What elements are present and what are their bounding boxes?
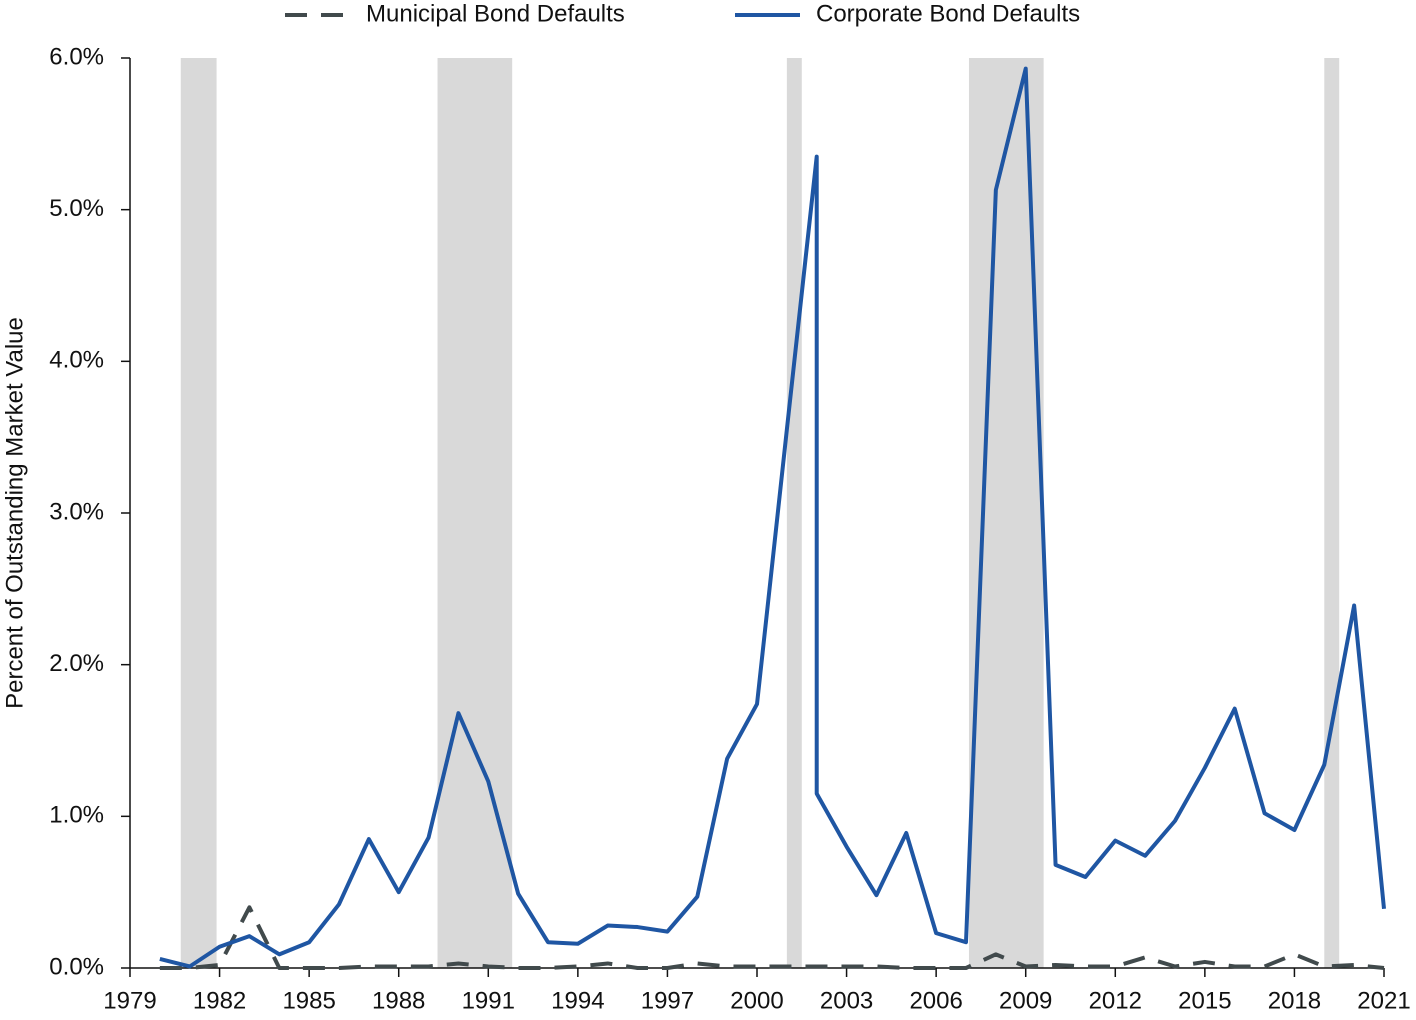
y-tick-label: 3.0% [49, 498, 104, 525]
x-tick-label: 2012 [1089, 987, 1142, 1014]
line-series [159, 66, 1386, 969]
shaded-region [437, 58, 513, 968]
x-tick-label: 1985 [282, 987, 335, 1014]
x-tick-label: 2018 [1268, 987, 1321, 1014]
x-tick-label: 1979 [103, 987, 156, 1014]
x-tick-label: 2000 [730, 987, 783, 1014]
x-tick-label: 1988 [372, 987, 425, 1014]
x-tick-label: 2021 [1357, 987, 1410, 1014]
y-tick-label: 2.0% [49, 650, 104, 677]
shaded-region [180, 58, 217, 968]
x-tick-label: 1991 [462, 987, 515, 1014]
x-tick-label: 2006 [909, 987, 962, 1014]
y-tick-label: 0.0% [49, 953, 104, 980]
x-tick-label: 1997 [641, 987, 694, 1014]
legend-label: Municipal Bond Defaults [366, 0, 625, 27]
y-tick-label: 4.0% [49, 347, 104, 374]
x-tick-label: 2009 [999, 987, 1052, 1014]
line-series [159, 905, 1385, 970]
x-tick-label: 1994 [551, 987, 604, 1014]
x-tick-label: 2003 [820, 987, 873, 1014]
legend-label: Corporate Bond Defaults [816, 0, 1080, 27]
y-tick-label: 6.0% [49, 43, 104, 70]
x-tick-label: 1982 [193, 987, 246, 1014]
shaded-region [786, 58, 802, 968]
y-tick-label: 5.0% [49, 195, 104, 222]
y-axis-label: Percent of Outstanding Market Value [1, 317, 28, 709]
shaded-region [1324, 58, 1340, 968]
y-tick-label: 1.0% [49, 802, 104, 829]
x-tick-label: 2015 [1178, 987, 1231, 1014]
